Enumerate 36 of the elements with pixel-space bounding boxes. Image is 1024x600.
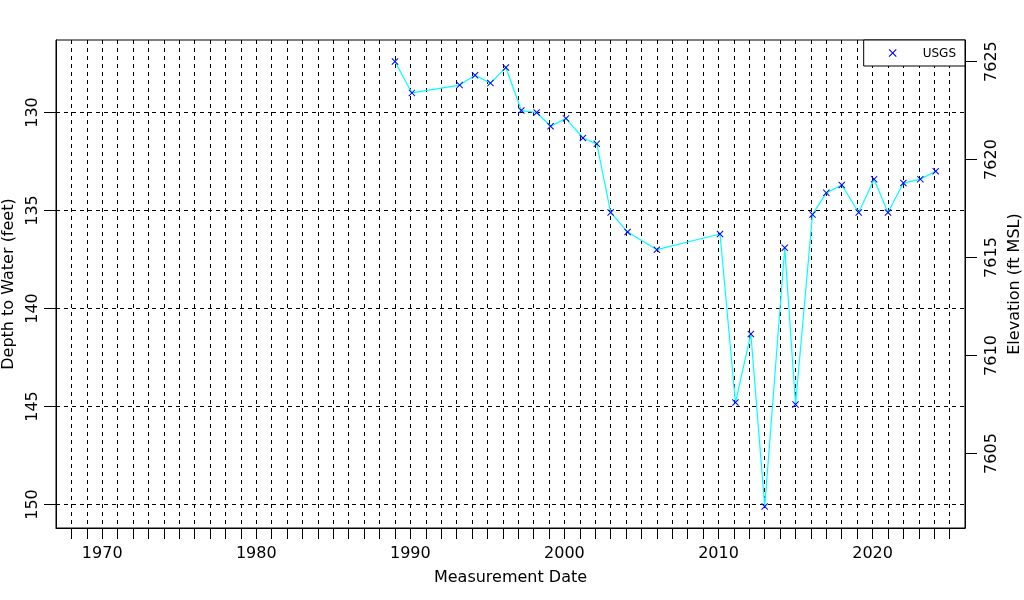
legend-label: USGS: [922, 46, 957, 60]
y-tick-label: 140: [21, 293, 41, 324]
point: [916, 175, 924, 183]
point: [391, 58, 399, 66]
x-tick-label: 1970: [81, 542, 123, 562]
point: [593, 140, 601, 148]
x-axis-title: Measurement Date: [433, 566, 588, 586]
point: [471, 71, 479, 79]
point: [486, 79, 494, 87]
point: [562, 114, 570, 122]
point: [781, 244, 789, 252]
point: [822, 189, 830, 197]
point: [899, 179, 907, 187]
point: [932, 167, 940, 175]
y2-tick-label: 7615: [980, 237, 1000, 278]
x-tick-label: 2020: [852, 542, 893, 562]
point: [884, 208, 892, 216]
y2-axis-title: Elevation (ft MSL): [1004, 213, 1024, 355]
x-tick-label: 2000: [544, 542, 585, 562]
point: [624, 228, 632, 236]
point: [502, 63, 510, 71]
y-tick-label: 145: [21, 391, 41, 422]
point: [547, 122, 555, 130]
y2-tick-label: 7610: [980, 335, 1000, 376]
y2-tick-label: 7625: [980, 41, 1000, 82]
y-tick-label: 130: [21, 97, 41, 128]
y-tick-label: 150: [21, 489, 41, 520]
x-tick-label: 1980: [235, 542, 277, 562]
y2-tick-label: 7620: [980, 139, 1000, 180]
point: [456, 81, 464, 89]
y-tick-label: 135: [21, 195, 41, 226]
y2-tick-label: 7605: [980, 433, 1000, 474]
y-axis-title: Depth to Water (feet): [0, 198, 17, 370]
point: [653, 246, 661, 254]
x-tick-label: 2010: [698, 542, 739, 562]
x-tick-label: 1990: [390, 542, 431, 562]
